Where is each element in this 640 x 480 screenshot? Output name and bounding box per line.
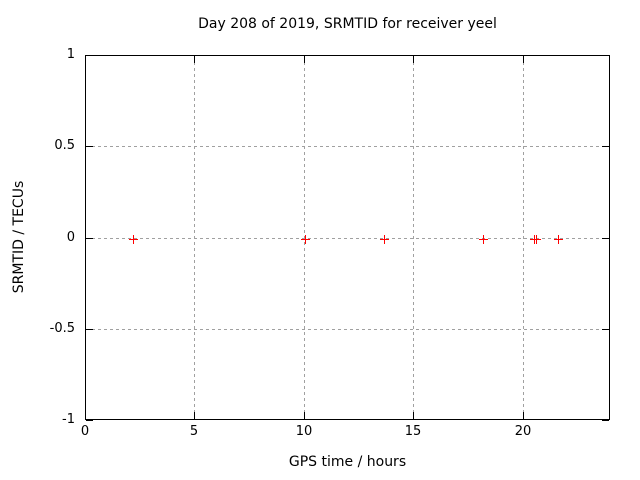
y-tick-left--1 bbox=[86, 420, 93, 421]
y-tick-right--1 bbox=[602, 420, 609, 421]
y-tick-label: 0 bbox=[66, 230, 75, 245]
x-tick-label: 0 bbox=[80, 424, 90, 439]
gridline-x-15 bbox=[413, 56, 414, 419]
plot-area bbox=[85, 55, 610, 421]
y-tick-label: 0.5 bbox=[54, 138, 75, 153]
x-tick-bottom-20 bbox=[523, 412, 524, 419]
data-point-marker bbox=[554, 235, 563, 244]
y-tick-left-0.5 bbox=[86, 146, 93, 147]
x-tick-label: 5 bbox=[189, 424, 199, 439]
marker-vertical-bar bbox=[384, 235, 385, 244]
x-tick-top-0 bbox=[85, 56, 86, 63]
x-tick-top-10 bbox=[304, 56, 305, 63]
x-tick-label: 20 bbox=[514, 424, 532, 439]
gridline-y-0.5 bbox=[86, 146, 609, 147]
x-tick-top-15 bbox=[413, 56, 414, 63]
marker-vertical-bar bbox=[133, 235, 134, 244]
gridline-x-10 bbox=[304, 56, 305, 419]
marker-vertical-bar bbox=[558, 235, 559, 244]
y-tick-right-0 bbox=[602, 238, 609, 239]
data-point-marker bbox=[129, 235, 138, 244]
gridline-x-20 bbox=[523, 56, 524, 419]
data-point-marker bbox=[380, 235, 389, 244]
y-tick-right-0.5 bbox=[602, 146, 609, 147]
data-point-marker bbox=[532, 235, 541, 244]
x-tick-bottom-15 bbox=[413, 412, 414, 419]
y-tick-right--0.5 bbox=[602, 329, 609, 330]
gridline-y-0 bbox=[86, 238, 609, 239]
y-tick-right-1 bbox=[602, 55, 609, 56]
y-tick-label: -0.5 bbox=[49, 321, 75, 336]
x-tick-bottom-5 bbox=[194, 412, 195, 419]
x-tick-label: 15 bbox=[404, 424, 422, 439]
y-tick-label: 1 bbox=[66, 47, 75, 62]
y-tick-left-0 bbox=[86, 238, 93, 239]
marker-vertical-bar bbox=[536, 235, 537, 244]
y-tick-left-1 bbox=[86, 55, 93, 56]
x-axis-label: GPS time / hours bbox=[288, 454, 407, 470]
y-tick-left--0.5 bbox=[86, 329, 93, 330]
data-point-marker bbox=[479, 235, 488, 244]
x-tick-bottom-0 bbox=[85, 412, 86, 419]
x-tick-bottom-10 bbox=[304, 412, 305, 419]
gridline-y--0.5 bbox=[86, 329, 609, 330]
marker-vertical-bar bbox=[483, 235, 484, 244]
chart-title: Day 208 of 2019, SRMTID for receiver yee… bbox=[198, 16, 497, 32]
y-tick-label: -1 bbox=[62, 412, 75, 427]
x-tick-label: 10 bbox=[295, 424, 313, 439]
data-point-marker bbox=[301, 235, 310, 244]
x-tick-top-20 bbox=[523, 56, 524, 63]
gridline-x-5 bbox=[194, 56, 195, 419]
marker-vertical-bar bbox=[305, 235, 306, 244]
x-tick-top-5 bbox=[194, 56, 195, 63]
